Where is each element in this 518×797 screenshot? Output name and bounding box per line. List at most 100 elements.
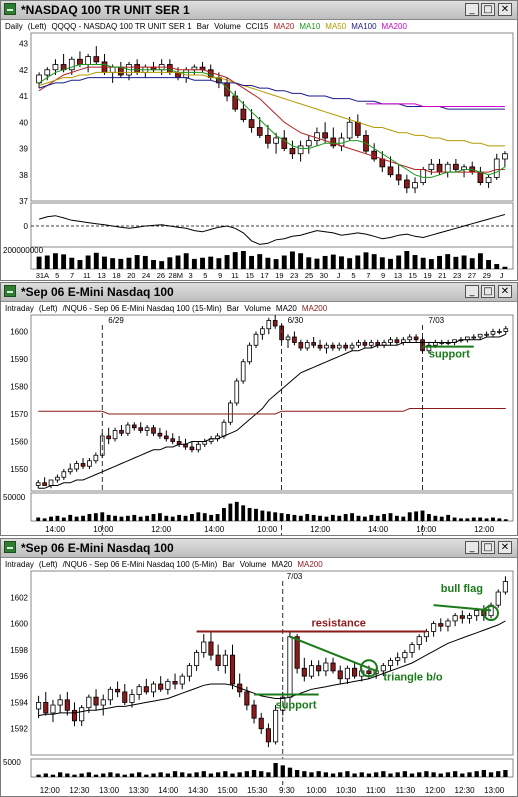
fifteen-min-volume-bar: [439, 516, 444, 521]
fifteen-min-candle: [48, 479, 54, 486]
five-min-header-item: MA200: [297, 560, 323, 569]
five-min-x-tick-label: 10:00: [306, 786, 327, 795]
maximize-button[interactable]: □: [481, 541, 495, 554]
maximize-button[interactable]: □: [481, 285, 495, 298]
daily-candle: [248, 119, 255, 128]
close-button[interactable]: ✕: [498, 285, 512, 298]
five-min-volume-bar: [309, 772, 314, 777]
fifteen-min-volume-bar: [170, 516, 175, 521]
fifteen-min-candle: [119, 430, 124, 434]
close-button[interactable]: ✕: [498, 541, 512, 554]
daily-price-panel: [30, 32, 514, 202]
five-min-x-tick-label: 12:30: [455, 786, 476, 795]
five-min-candle: [86, 696, 92, 709]
daily-candle: [68, 58, 75, 71]
five-min-resistance-annotation: resistance: [312, 617, 366, 629]
fifteen-min-volume-bar: [234, 501, 239, 521]
five-min-candle: [50, 704, 56, 714]
five-min-candle: [71, 709, 78, 722]
fifteen-min-volume-bar: [113, 515, 117, 521]
minimize-button[interactable]: _: [465, 285, 479, 298]
five-min-candle: [273, 709, 279, 743]
five-min-candle: [438, 623, 444, 627]
five-min-volume-bar: [467, 772, 472, 777]
fifteen-min-volume-bar: [68, 514, 73, 521]
fifteen-min-candle: [471, 336, 477, 339]
fifteen-min-window-title: *Sep 06 E-Mini Nasdaq 100: [21, 285, 174, 299]
fifteen-min-candle: [413, 336, 419, 341]
daily-ma10-line: [38, 64, 506, 178]
five-min-volume-bar: [57, 772, 63, 777]
minimize-button[interactable]: _: [465, 541, 479, 554]
five-min-candle: [165, 681, 171, 690]
five-min-candle: [294, 636, 300, 669]
fifteen-min-candle: [61, 471, 67, 478]
five-min-volume-bar: [86, 772, 92, 777]
fifteen-min-window-titlebar[interactable]: *Sep 06 E-Mini Nasdaq 100 _ □ ✕: [1, 283, 517, 302]
five-min-volume-bar: [101, 773, 106, 777]
fifteen-min-candle: [356, 342, 361, 346]
five-min-candle: [330, 662, 336, 672]
daily-candle: [395, 174, 402, 181]
close-button[interactable]: ✕: [498, 3, 512, 16]
fifteen-min-header-item: (Left): [39, 304, 58, 313]
daily-x-tick-label: 9: [218, 271, 222, 280]
five-min-candle: [244, 691, 250, 706]
five-min-volume-bar: [266, 772, 271, 777]
minimize-button[interactable]: _: [465, 3, 479, 16]
fifteen-min-volume-bar: [446, 514, 451, 521]
five-min-x-tick-label: 13:30: [129, 786, 150, 795]
daily-volume-bar: [273, 259, 279, 269]
five-min-x-tick-label: 15:30: [247, 786, 268, 795]
daily-x-tick-label: 5: [351, 271, 355, 280]
fifteen-min-candle: [497, 331, 502, 333]
maximize-button[interactable]: □: [481, 3, 495, 16]
five-min-candle: [287, 636, 293, 698]
fifteen-min-candle: [343, 344, 348, 349]
five-min-candle: [143, 686, 149, 693]
daily-window-titlebar[interactable]: *NASDAQ 100 TR UNIT SER 1 _ □ ✕: [1, 1, 517, 20]
daily-candle: [477, 171, 484, 184]
five-min-candle: [337, 670, 343, 680]
fifteen-min-support-annotation: support: [429, 349, 470, 361]
five-min-candle: [136, 686, 142, 695]
daily-x-tick-label: 9: [381, 271, 385, 280]
five-min-window-titlebar[interactable]: *Sep 06 E-Mini Nasdaq 100 _ □ ✕: [1, 539, 517, 558]
fifteen-min-volume-bar: [427, 514, 431, 521]
five-min-volume-bar: [158, 772, 163, 777]
fifteen-min-volume-bar: [459, 518, 463, 521]
fifteen-min-volume-bar: [254, 508, 258, 521]
daily-volume-bar: [240, 251, 246, 269]
five-min-volume-bar: [395, 772, 400, 777]
five-min-bull-flag-annotation: bull flag: [441, 583, 483, 595]
daily-candle: [379, 158, 386, 168]
fifteen-min-candle: [80, 463, 86, 467]
fifteen-min-candle: [362, 342, 368, 346]
daily-volume-bar: [134, 255, 140, 269]
daily-volume-bar: [93, 252, 99, 269]
daily-chart-window: *NASDAQ 100 TR UNIT SER 1 _ □ ✕ Daily (Le…: [0, 0, 518, 281]
fifteen-min-y-tick-label: 1550: [10, 465, 28, 474]
five-min-volume-bar: [438, 773, 443, 777]
fifteen-min-candle: [324, 344, 329, 349]
five-min-candle: [186, 665, 192, 677]
fifteen-min-volume-bar: [337, 515, 342, 521]
daily-candle: [330, 137, 337, 147]
five-min-candle: [179, 675, 185, 685]
fifteen-min-volume-bar: [138, 516, 143, 521]
daily-candle: [134, 64, 141, 73]
daily-cci-line: [38, 214, 506, 245]
five-min-candle: [64, 699, 70, 711]
fifteen-min-volume-bar: [465, 518, 470, 521]
five-min-candle: [352, 667, 358, 677]
daily-volume-bar: [200, 257, 205, 269]
five-min-volume-bar: [302, 771, 307, 777]
daily-y-tick-label: 43: [19, 40, 28, 49]
fifteen-min-candle: [234, 380, 240, 404]
daily-volume-bar: [191, 258, 197, 269]
fifteen-min-candle: [253, 333, 259, 346]
five-min-volume-bar: [187, 773, 192, 777]
daily-x-tick-label: 23: [290, 271, 298, 280]
five-min-volume-bar: [122, 774, 127, 777]
daily-header-item: Volume: [214, 22, 241, 31]
